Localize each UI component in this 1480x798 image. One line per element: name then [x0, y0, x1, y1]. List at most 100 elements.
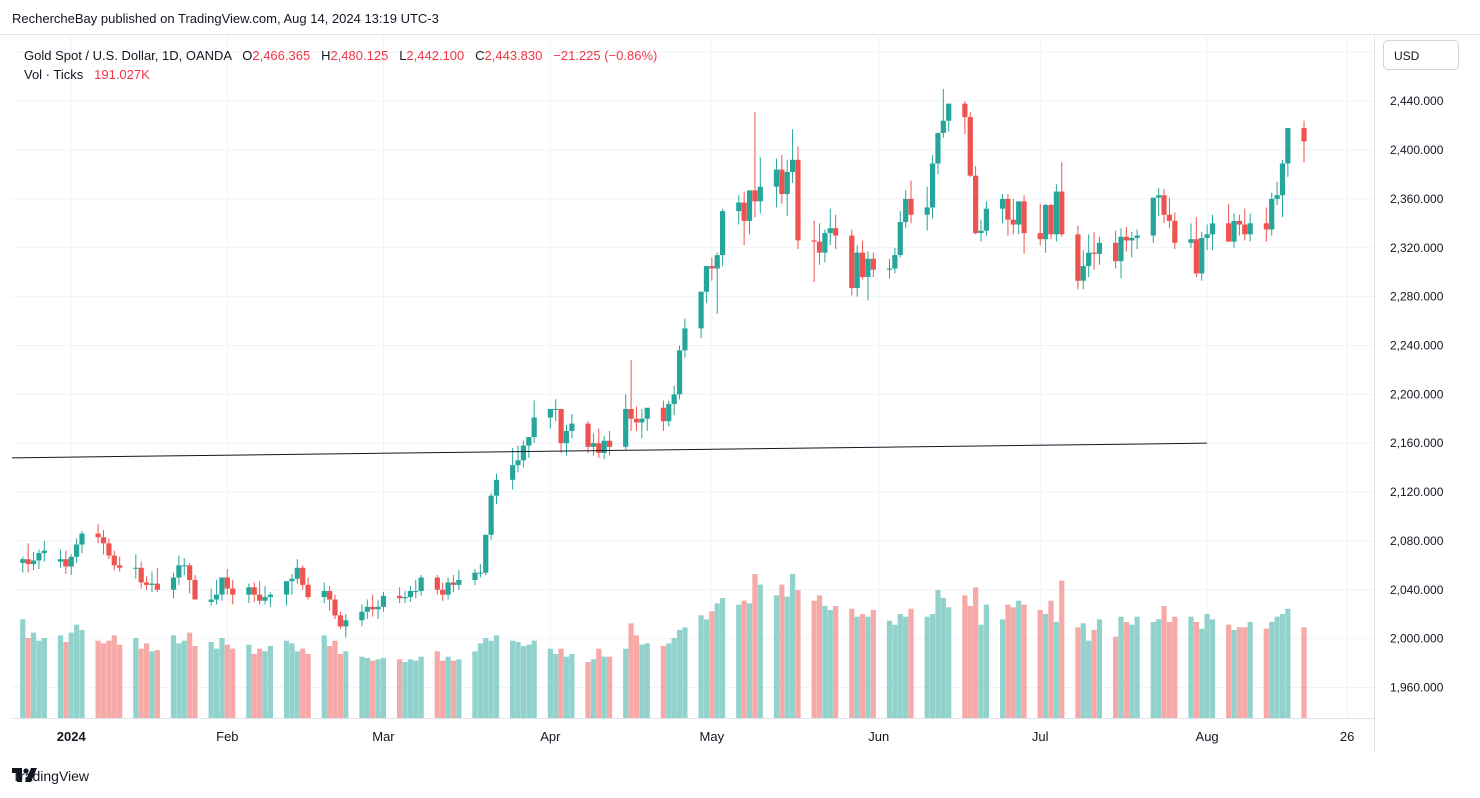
candle-body — [133, 567, 139, 569]
candle-body — [962, 103, 968, 118]
candle-body — [483, 534, 489, 573]
volume-bar — [95, 640, 101, 718]
candle-body — [332, 599, 338, 616]
chart-area[interactable]: 1,960.000 2,000.000 2,040.000 2,080.000 2,12… — [12, 34, 1480, 752]
price-chart[interactable]: 1,960.000 2,000.000 2,040.000 2,080.000 2,12… — [12, 34, 1480, 752]
candle-body — [63, 559, 69, 567]
candle-body — [149, 583, 155, 585]
volume-bar — [870, 610, 876, 718]
volume-bar — [1096, 619, 1103, 718]
x-tick-label: Feb — [216, 729, 238, 744]
volume-bar — [364, 658, 370, 718]
volume-bar — [488, 640, 494, 718]
volume-bar — [440, 660, 446, 718]
volume-bar — [746, 603, 753, 718]
volume-bar — [720, 598, 726, 718]
close-value: 2,443.830 — [484, 48, 543, 63]
volume-bar — [639, 644, 645, 718]
volume-bar — [1112, 636, 1119, 718]
candle-body — [1226, 223, 1232, 242]
y-tick-label: 2,000.000 — [1390, 632, 1444, 646]
volume-bar — [1048, 600, 1054, 718]
candle-body — [833, 228, 839, 236]
candle-body — [849, 235, 855, 289]
volume-bar — [1274, 616, 1280, 718]
volume-bar — [886, 620, 893, 718]
candle-body — [20, 559, 26, 563]
candle-body — [380, 595, 387, 607]
legend: Gold Spot / U.S. Dollar, 1D, OANDA O2,46… — [24, 46, 657, 84]
volume-bar — [558, 648, 564, 718]
volume-bar — [1086, 640, 1092, 718]
volume-bar — [822, 606, 828, 718]
volume-bar — [1037, 610, 1043, 718]
candle-body — [337, 615, 343, 627]
volume-bar — [623, 648, 629, 718]
candle-body — [746, 190, 753, 221]
y-tick-label: 2,280.000 — [1390, 290, 1444, 304]
volume-bar — [300, 648, 306, 718]
candle-body — [111, 555, 117, 566]
candle-body — [1043, 205, 1049, 240]
volume-bar — [973, 587, 979, 718]
volume-bar — [903, 616, 909, 718]
trend-line — [12, 442, 1208, 459]
volume-bar — [773, 595, 780, 718]
candle-body — [456, 579, 462, 585]
volume-bar — [219, 638, 225, 718]
volume-bar — [1075, 627, 1081, 718]
volume-bar — [359, 656, 365, 718]
y-tick-label: 2,160.000 — [1390, 436, 1444, 450]
candle-body — [601, 440, 607, 453]
x-tick-label: Mar — [372, 729, 395, 744]
volume-bar — [418, 656, 424, 718]
volume-bar — [332, 640, 338, 718]
volume-bar — [1193, 622, 1199, 718]
candle-body — [978, 230, 984, 234]
volume-bar — [999, 619, 1006, 718]
symbol-title[interactable]: Gold Spot / U.S. Dollar, 1D, OANDA — [24, 48, 232, 63]
candle-body — [859, 252, 866, 278]
candle-body — [100, 537, 107, 544]
candle-body — [1129, 237, 1135, 241]
candle-body — [294, 567, 300, 579]
candle-body — [590, 443, 597, 447]
candle-body — [57, 559, 64, 562]
volume-bar — [908, 608, 914, 718]
volume-bar — [644, 643, 650, 718]
candle-body — [908, 198, 914, 215]
volume-label[interactable]: Vol · Ticks — [24, 67, 84, 82]
candle-body — [628, 408, 634, 419]
candle-body — [488, 495, 494, 535]
volume-bar — [531, 640, 537, 718]
candle-body — [822, 233, 828, 253]
candle-body — [138, 567, 144, 583]
volume-bar — [660, 646, 666, 718]
candle-body — [892, 255, 898, 269]
candle-body — [644, 407, 650, 419]
volume-bar — [1129, 624, 1135, 718]
candle-body — [213, 594, 220, 600]
candle-body — [36, 553, 42, 561]
volume-bar — [20, 619, 26, 718]
candle-body — [343, 620, 349, 627]
volume-bar — [854, 616, 860, 718]
volume-bar — [967, 606, 973, 718]
candle-body — [450, 582, 457, 585]
candle-body — [510, 465, 516, 480]
volume-bar — [795, 590, 801, 718]
candle-body — [531, 417, 537, 438]
candle-body — [757, 186, 763, 202]
currency-button[interactable]: USD — [1383, 40, 1459, 70]
volume-bar — [413, 660, 419, 718]
volume-bar — [633, 635, 640, 718]
candle-body — [1161, 195, 1167, 215]
volume-bar — [585, 662, 591, 718]
volume-bar — [752, 574, 758, 718]
x-tick-label: 26 — [1340, 729, 1354, 744]
volume-bar — [74, 624, 80, 718]
candle-body — [257, 594, 263, 601]
volume-bar — [849, 608, 855, 718]
candle-body — [854, 252, 860, 289]
candle-body — [321, 590, 327, 598]
